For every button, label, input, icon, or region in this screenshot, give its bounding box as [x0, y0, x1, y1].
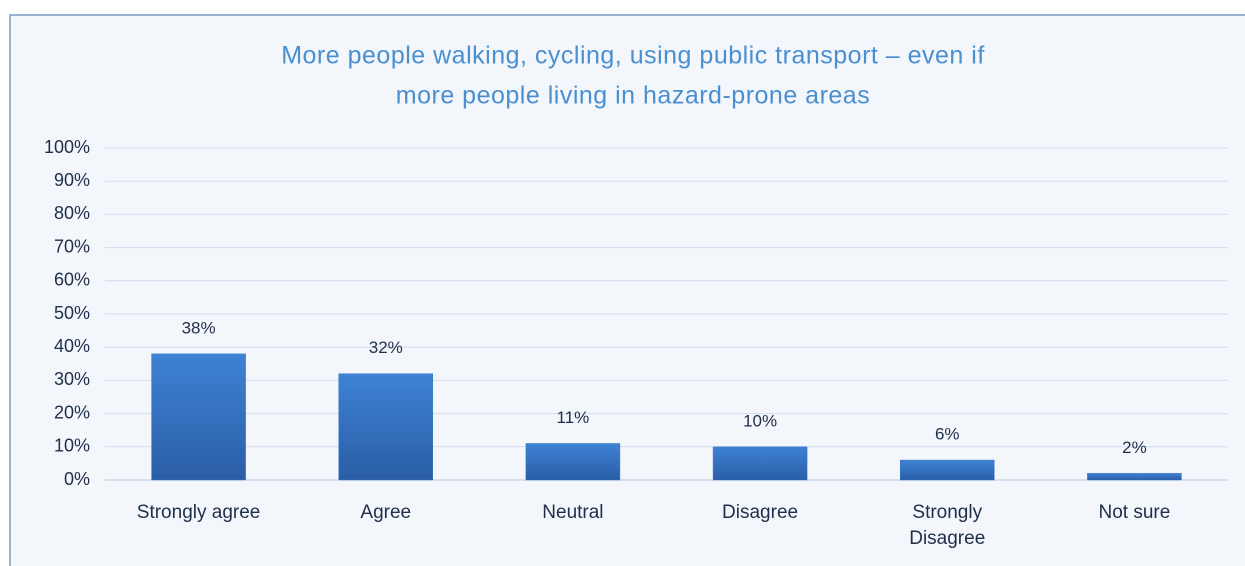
x-tick-label: Strongly agree	[136, 502, 261, 523]
y-tick-label: 10%	[54, 436, 90, 456]
y-tick-label: 80%	[54, 203, 90, 223]
data-label: 10%	[743, 411, 777, 430]
bar	[900, 459, 995, 481]
x-tick-label: Disagree	[722, 502, 799, 523]
y-tick-label: 20%	[54, 402, 90, 422]
data-label: 38%	[182, 318, 216, 337]
data-label: 6%	[935, 425, 960, 444]
x-tick-label: Strongly Disagree	[909, 502, 986, 549]
y-tick-label: 100%	[44, 137, 90, 157]
bar	[525, 443, 621, 481]
y-tick-label: 30%	[54, 369, 90, 389]
data-label: 2%	[1122, 438, 1147, 457]
x-tick-label: Neutral	[542, 502, 604, 523]
y-tick-label: 60%	[54, 270, 90, 290]
y-tick-label: 40%	[54, 336, 90, 356]
data-label: 11%	[557, 408, 590, 427]
y-tick-label: 50%	[54, 303, 90, 323]
y-tick-label: 90%	[54, 170, 90, 190]
bar	[151, 353, 246, 481]
bar	[712, 446, 808, 481]
data-label: 32%	[369, 338, 403, 357]
y-tick-label: 70%	[54, 236, 90, 256]
x-tick-label: Not sure	[1098, 502, 1171, 523]
bar	[338, 373, 433, 481]
x-tick-label: Agree	[360, 502, 412, 523]
bar	[1087, 473, 1182, 481]
chart-title: More people walking, cycling, using publ…	[281, 42, 985, 70]
chart-title: more people living in hazard-prone areas	[396, 82, 870, 110]
y-tick-label: 0%	[64, 469, 90, 489]
